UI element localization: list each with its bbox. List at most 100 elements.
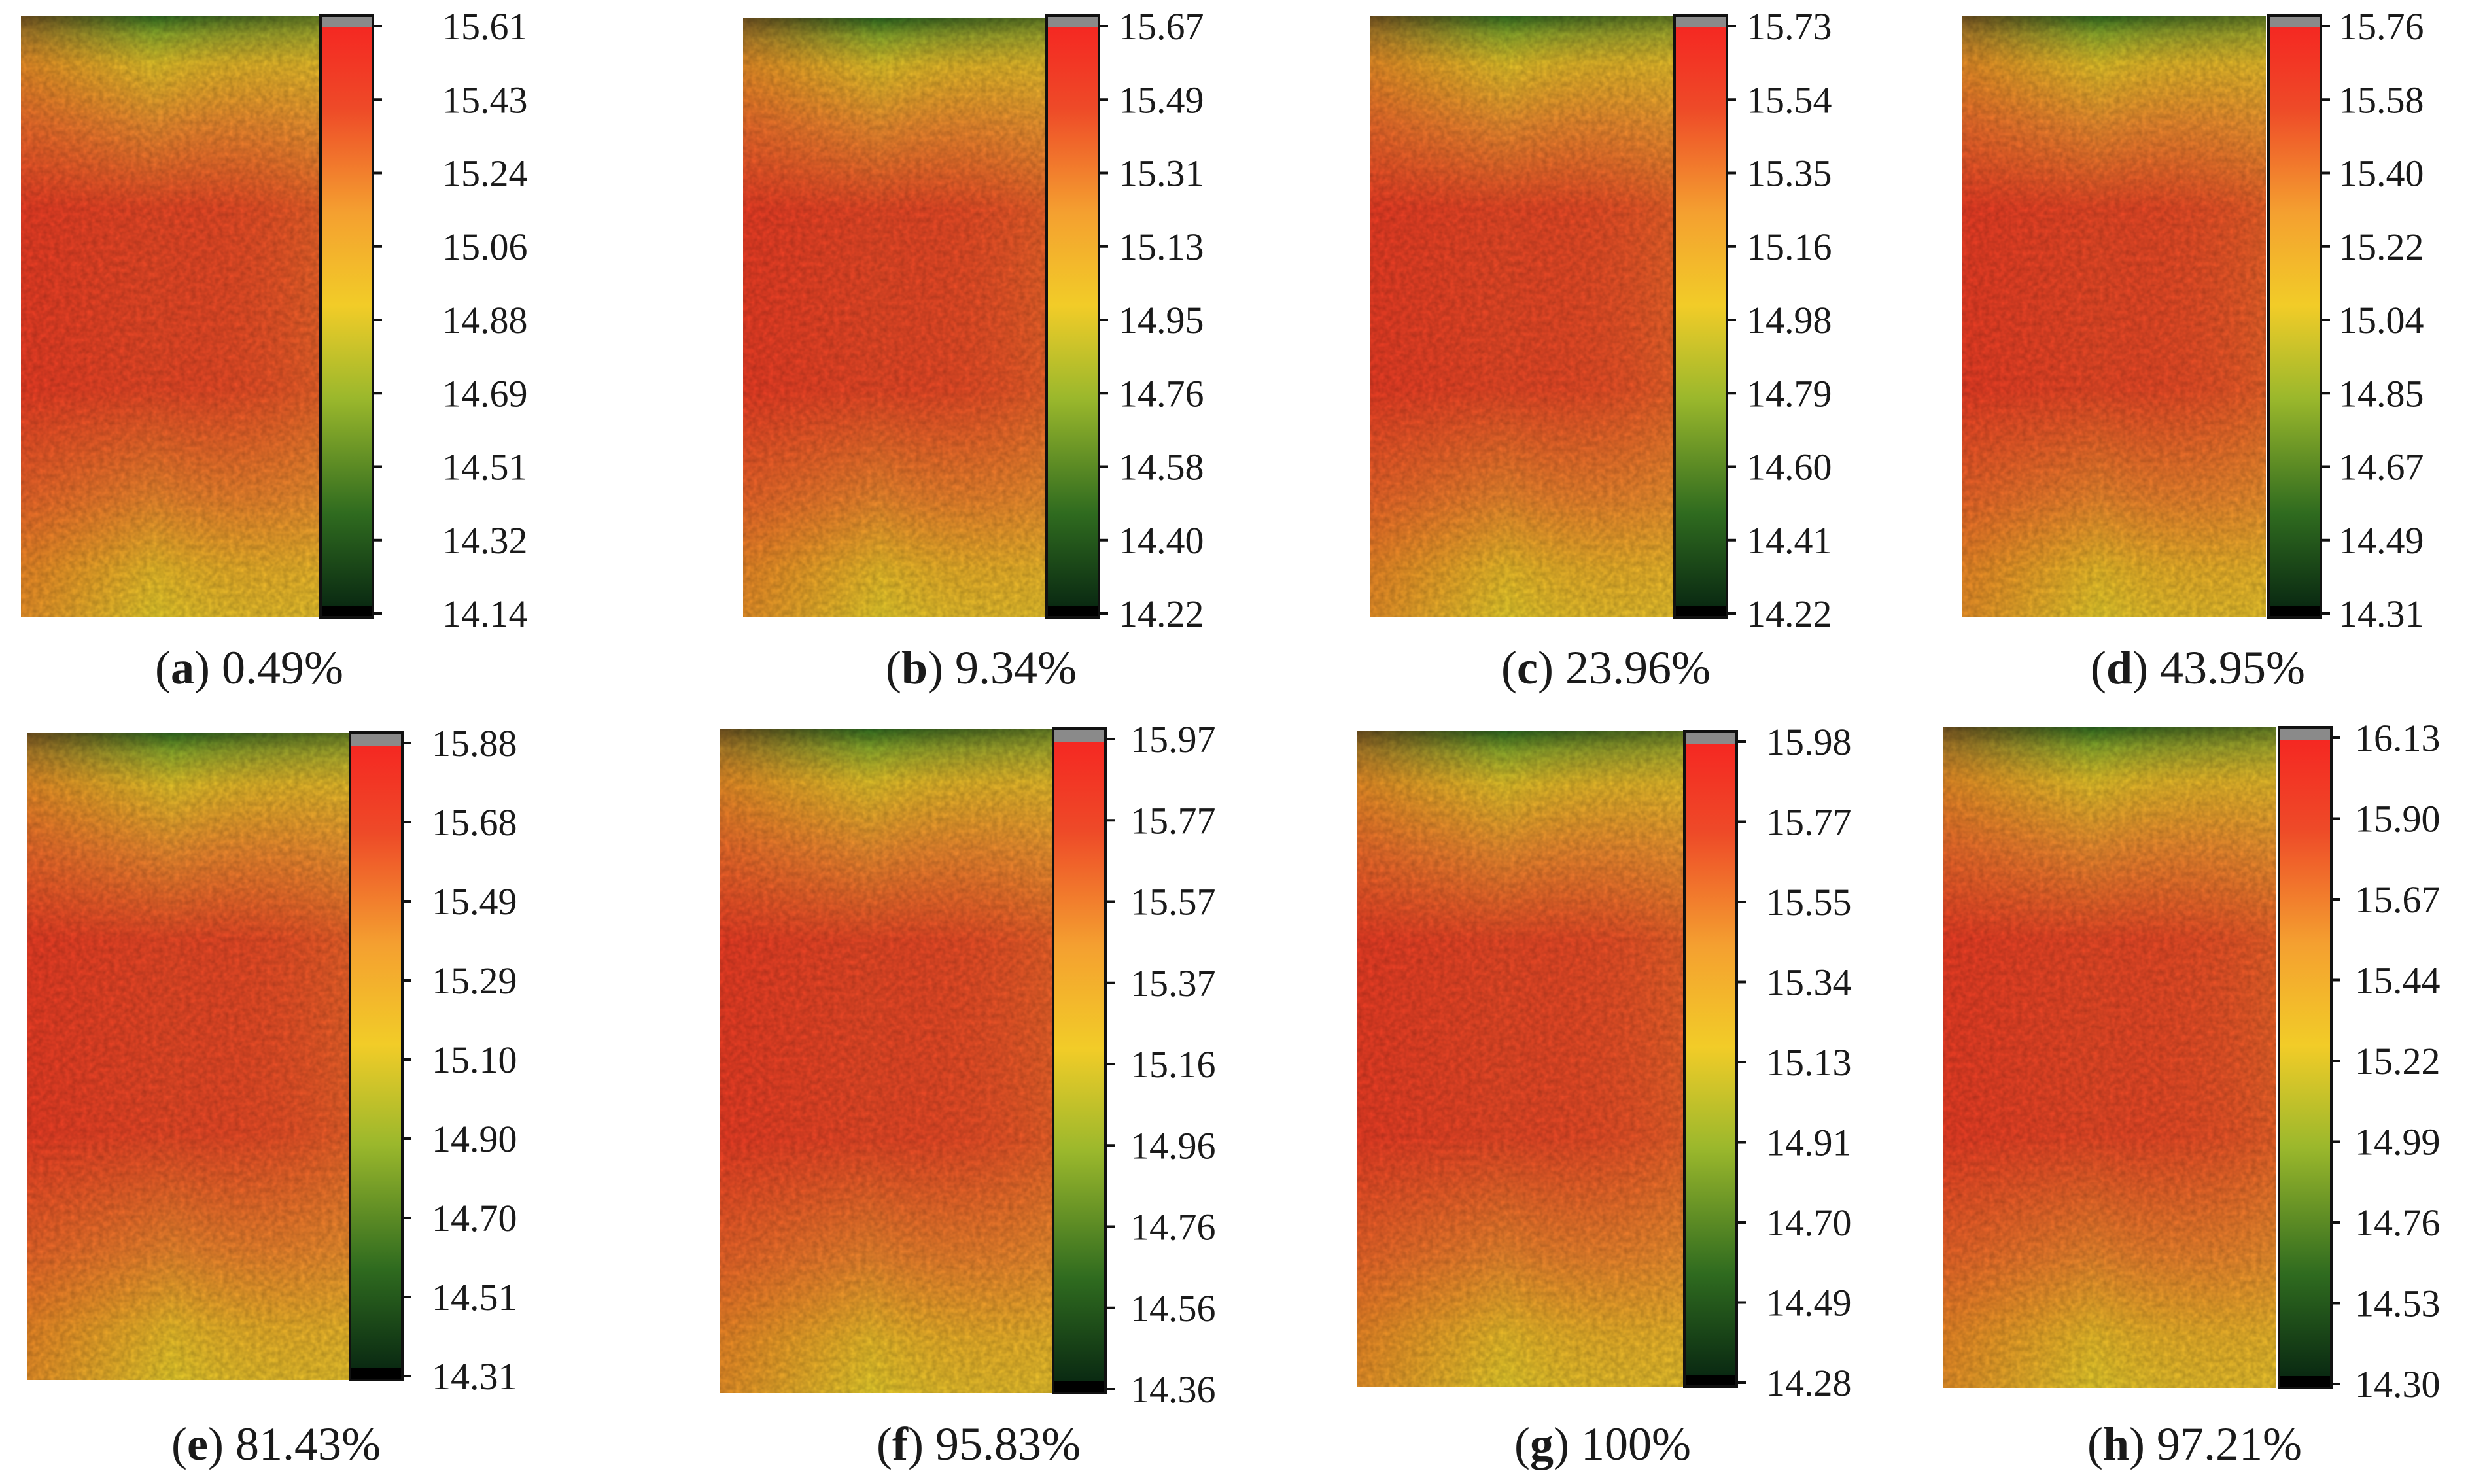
tick-label: 15.04	[2338, 299, 2424, 341]
caption-value: 23.96%	[1565, 642, 1711, 694]
tick-label: 14.53	[2355, 1283, 2441, 1325]
caption-value: 97.21%	[2157, 1418, 2302, 1470]
tick-label: 14.36	[1130, 1368, 1216, 1411]
colorbar-frame	[2278, 726, 2333, 1389]
tick-label: 15.67	[2355, 878, 2441, 921]
colorbar-frame	[319, 14, 374, 619]
caption-letter: a	[171, 642, 194, 694]
caption-value: 9.34%	[955, 642, 1077, 694]
panel-c: 15.73 15.54 15.35 15.16 14.98 14.79 14.60 14.41…	[1370, 5, 1832, 694]
caption-value: 0.49%	[222, 642, 343, 694]
tick-label: 14.98	[1747, 299, 1832, 341]
tick-label: 14.56	[1130, 1287, 1216, 1330]
tick-label: 14.14	[442, 593, 528, 635]
colorbar-frame	[1683, 730, 1738, 1388]
caption-value: 81.43%	[235, 1418, 381, 1470]
caption-letter: b	[901, 642, 928, 694]
tick-label: 15.22	[2355, 1040, 2441, 1082]
caption-paren-close: )	[2132, 642, 2160, 694]
heatmap-texture	[1370, 16, 1673, 617]
panel-caption: (e) 81.43%	[171, 1418, 381, 1470]
tick-label: 15.43	[442, 78, 528, 121]
tick-label: 15.77	[1766, 801, 1852, 844]
tick-label: 14.32	[442, 519, 528, 562]
heatmap-texture	[1357, 731, 1684, 1387]
panel-g: 15.98 15.77 15.55 15.34 15.13 14.91 14.70 14.49…	[1357, 721, 1852, 1470]
caption-paren-close: )	[2129, 1418, 2157, 1470]
panel-d: 15.76 15.58 15.40 15.22 15.04 14.85 14.67 14.49…	[1962, 5, 2424, 694]
colorbar-under	[2268, 606, 2321, 617]
colorbar-frame	[2267, 14, 2322, 619]
panel-caption: (b) 9.34%	[886, 642, 1077, 694]
tick-label: 15.40	[2338, 152, 2424, 195]
panel-e: 15.88 15.68 15.49 15.29 15.10 14.90 14.70 14.51…	[27, 722, 517, 1470]
tick-label: 15.77	[1130, 799, 1216, 842]
panel-h: 16.13 15.90 15.67 15.44 15.22 14.99 14.76 14.53…	[1943, 717, 2441, 1470]
tick-label: 14.90	[432, 1118, 517, 1160]
heatmap-texture	[1962, 16, 2266, 617]
tick-label: 14.91	[1766, 1122, 1852, 1164]
tick-label: 14.22	[1119, 593, 1204, 635]
tick-label: 14.22	[1747, 593, 1832, 635]
caption-value: 43.95%	[2160, 642, 2305, 694]
colorbar-under	[1684, 1375, 1737, 1387]
tick-label: 14.40	[1119, 519, 1204, 562]
tick-label: 15.22	[2338, 226, 2424, 268]
heatmap-texture	[27, 733, 349, 1380]
heatmap-texture	[1943, 727, 2276, 1388]
caption-value: 95.83%	[935, 1418, 1081, 1470]
tick-label: 14.85	[2338, 372, 2424, 415]
tick-label: 15.58	[2338, 78, 2424, 121]
tick-label: 15.73	[1747, 5, 1832, 48]
colorbar	[1047, 27, 1099, 606]
tick-label: 15.35	[1747, 152, 1832, 195]
tick-label: 15.61	[442, 5, 528, 48]
panel-caption: (d) 43.95%	[2091, 642, 2305, 694]
tick-label: 15.54	[1747, 78, 1832, 121]
tick-label: 14.95	[1119, 299, 1204, 341]
colorbar	[1684, 744, 1737, 1375]
caption-letter: g	[1530, 1418, 1554, 1470]
tick-label: 14.28	[1766, 1362, 1852, 1404]
panel-f: 15.97 15.77 15.57 15.37 15.16 14.96 14.76 14.56…	[720, 718, 1216, 1470]
heatmap-texture	[720, 729, 1053, 1393]
tick-label: 15.10	[432, 1039, 517, 1081]
tick-label: 15.16	[1747, 226, 1832, 268]
colorbar-under	[2279, 1376, 2331, 1388]
tick-label: 14.88	[442, 299, 528, 341]
tick-label: 14.31	[432, 1355, 517, 1398]
colorbar-over	[2268, 16, 2321, 27]
caption-paren-close: )	[1554, 1418, 1581, 1470]
tick-label: 14.49	[2338, 519, 2424, 562]
colorbar-under	[1675, 606, 1727, 617]
tick-label: 14.67	[2338, 446, 2424, 489]
tick-label: 15.13	[1119, 226, 1204, 268]
colorbar-frame	[1045, 14, 1100, 619]
tick-label: 15.06	[442, 226, 528, 268]
caption-paren-open: (	[886, 642, 901, 694]
caption-paren-open: (	[1514, 1418, 1530, 1470]
tick-label: 14.76	[2355, 1201, 2441, 1244]
colorbar-under	[1053, 1381, 1105, 1393]
tick-label: 15.44	[2355, 959, 2441, 1002]
caption-paren-close: )	[1538, 642, 1565, 694]
tick-label: 14.70	[432, 1197, 517, 1239]
colorbar	[1675, 27, 1727, 606]
tick-label: 15.55	[1766, 881, 1852, 923]
colorbar-over	[1053, 729, 1105, 742]
caption-paren-open: (	[1501, 642, 1517, 694]
tick-label: 15.49	[1119, 78, 1204, 121]
colorbar-frame	[1673, 14, 1728, 619]
tick-label: 14.51	[432, 1276, 517, 1319]
caption-letter: d	[2106, 642, 2132, 694]
tick-label: 15.29	[432, 959, 517, 1002]
colorbar-over	[1684, 731, 1737, 744]
tick-label: 14.70	[1766, 1201, 1852, 1244]
caption-letter: f	[892, 1418, 909, 1470]
colorbar-frame	[349, 731, 404, 1381]
tick-label: 14.31	[2338, 593, 2424, 635]
tick-label: 14.76	[1130, 1206, 1216, 1249]
tick-label: 14.41	[1747, 519, 1832, 562]
tick-label: 15.98	[1766, 721, 1852, 763]
